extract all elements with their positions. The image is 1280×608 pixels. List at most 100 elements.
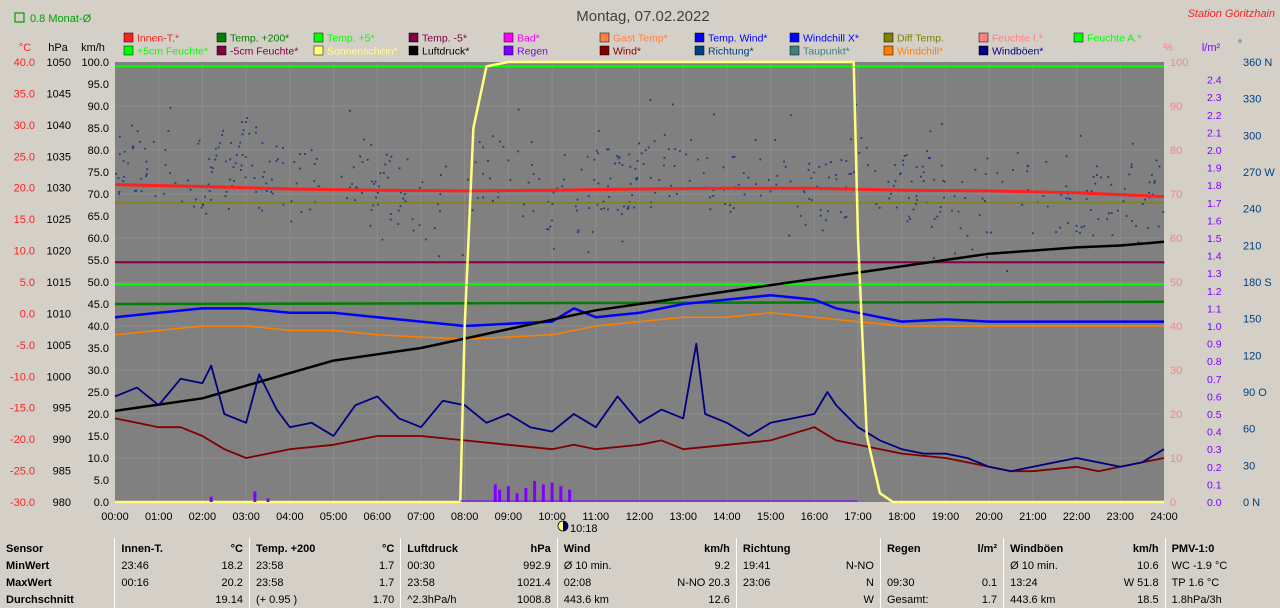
stats-value: 992.9 xyxy=(523,560,551,573)
direction-dot xyxy=(118,190,121,193)
direction-dot xyxy=(845,215,848,218)
direction-dot xyxy=(672,103,674,106)
direction-dot xyxy=(217,146,220,149)
direction-dot xyxy=(373,182,375,185)
legend-swatch xyxy=(599,32,610,43)
tick-hpa: 1010 xyxy=(47,308,71,320)
direction-dot xyxy=(1046,205,1049,208)
direction-dot xyxy=(784,165,787,168)
direction-dot xyxy=(920,175,922,178)
direction-dot xyxy=(821,229,824,232)
direction-dot xyxy=(986,157,989,160)
direction-dot xyxy=(1075,230,1078,233)
stats-value: 10.6 xyxy=(1137,560,1159,573)
legend-label: Sonnenschein* xyxy=(327,46,398,58)
stats-value: 1.7 xyxy=(981,593,998,606)
legend-label: Temp. +200* xyxy=(230,33,289,45)
direction-dot xyxy=(631,194,634,196)
tick-kmh: 10.0 xyxy=(88,453,109,465)
direction-dot xyxy=(835,178,838,181)
tick-rain: 0.6 xyxy=(1207,391,1222,403)
legend-swatch xyxy=(123,45,134,56)
direction-dot xyxy=(593,158,596,161)
tick-rain: 1.3 xyxy=(1207,268,1222,280)
legend-label: Windchill* xyxy=(897,46,943,58)
legend-label: Regen xyxy=(517,46,548,58)
series-line-luftdruck xyxy=(114,240,1165,413)
stats-cell: ^2.3hPa/h xyxy=(400,591,492,608)
tick-kmh: 45.0 xyxy=(88,299,109,311)
direction-dot xyxy=(916,199,918,201)
direction-dot xyxy=(623,205,625,208)
direction-dot xyxy=(907,197,910,200)
direction-dot xyxy=(552,191,555,194)
direction-dot xyxy=(803,191,806,194)
direction-dot xyxy=(892,184,895,187)
direction-dot xyxy=(1123,187,1126,190)
direction-dot xyxy=(776,174,779,177)
tick-kmh: 95.0 xyxy=(88,79,109,91)
stats-row: Durchschnitt 19.14 (+ 0.95 ) 1.70 ^2.3hPa/h 1… xyxy=(0,591,1280,608)
tick-kmh: 35.0 xyxy=(88,343,109,355)
direction-dot xyxy=(598,129,600,132)
direction-dot xyxy=(1045,160,1048,163)
direction-dot xyxy=(164,149,167,151)
direction-dot xyxy=(636,177,639,179)
direction-dot xyxy=(517,108,520,111)
legend-label: Bad* xyxy=(517,33,540,45)
legend-label: Richtung* xyxy=(708,46,754,58)
direction-dot xyxy=(225,190,228,193)
direction-dot xyxy=(912,208,915,211)
direction-dot xyxy=(439,193,442,196)
legend: Innen-T.* Temp. +200* Temp. +5* Temp. -5* Ba… xyxy=(123,32,1141,58)
series-line-windchill xyxy=(114,312,1164,340)
direction-dot xyxy=(1092,176,1095,178)
direction-dot xyxy=(732,207,735,210)
direction-dot xyxy=(621,164,624,166)
direction-dot xyxy=(649,99,652,101)
direction-dot xyxy=(561,185,564,187)
direction-dot xyxy=(471,209,474,212)
legend-label: Gast Temp* xyxy=(613,33,668,45)
direction-dot xyxy=(224,195,227,197)
weather-chart: Innen-T.* Temp. +200* Temp. +5* Temp. -5* Ba… xyxy=(10,8,1275,535)
rain-bar xyxy=(515,493,519,502)
direction-dot xyxy=(118,135,121,138)
direction-dot xyxy=(376,203,379,206)
stats-cell: 1.8hPa/3h xyxy=(1164,591,1263,608)
series-lines xyxy=(114,60,1165,504)
direction-dot xyxy=(263,171,266,173)
tick-rain: 0.2 xyxy=(1207,462,1222,474)
direction-dot xyxy=(189,188,192,191)
tick-time: 11:00 xyxy=(582,511,609,523)
direction-dot xyxy=(626,207,629,210)
direction-dot xyxy=(439,174,442,176)
direction-dot xyxy=(697,158,699,161)
direction-dot xyxy=(186,179,189,182)
tick-time: 10:00 xyxy=(538,511,566,523)
tick-time: 09:00 xyxy=(495,511,523,523)
tick-time: 22:00 xyxy=(1063,511,1091,523)
unit-hpa: hPa xyxy=(48,42,68,54)
tick-temp: 25.0 xyxy=(14,151,35,163)
direction-dot xyxy=(214,158,217,161)
tick-temp: 20.0 xyxy=(14,183,35,195)
series-line-innen-t xyxy=(114,183,1165,198)
direction-dot xyxy=(467,178,469,181)
direction-dot xyxy=(1059,226,1062,229)
direction-dot xyxy=(262,175,264,178)
stats-value: 0.1 xyxy=(981,576,998,589)
stats-value xyxy=(958,558,1004,575)
tick-time: 01:00 xyxy=(145,511,173,523)
tick-temp: 10.0 xyxy=(14,246,35,258)
direction-dot xyxy=(309,208,312,211)
tick-kmh: 60.0 xyxy=(88,233,109,245)
direction-dot xyxy=(388,160,391,163)
direction-dot xyxy=(848,173,851,175)
rain-bar xyxy=(266,498,270,502)
tick-rain: 1.8 xyxy=(1207,180,1222,192)
direction-dot xyxy=(255,126,258,129)
direction-dot xyxy=(123,175,125,178)
direction-dot xyxy=(351,183,353,185)
direction-dot xyxy=(123,150,126,153)
